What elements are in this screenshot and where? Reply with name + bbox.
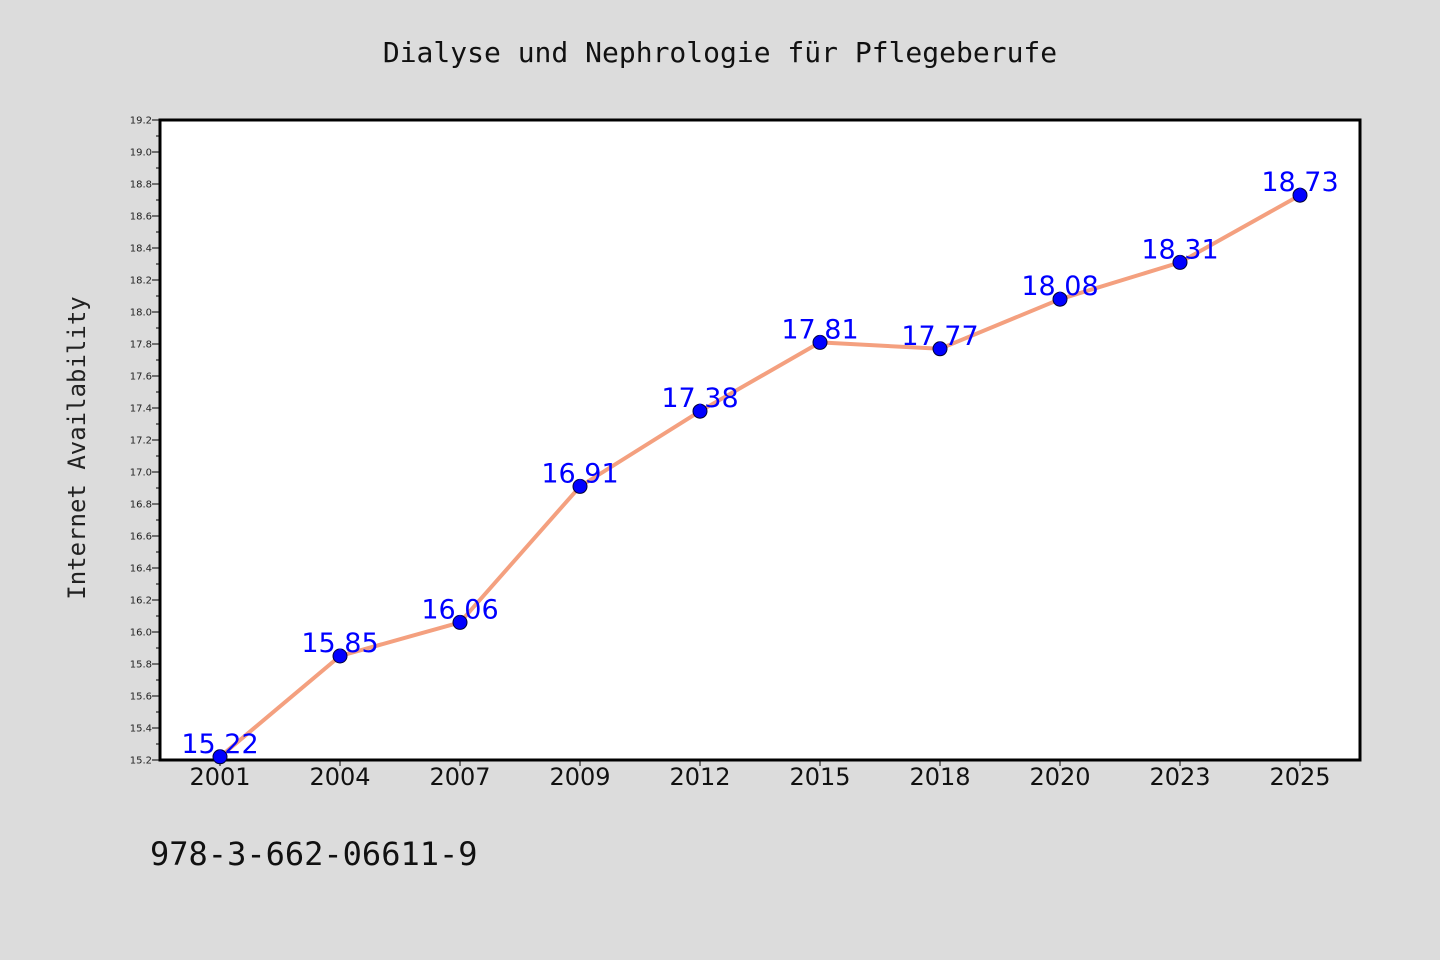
x-tick-label: 2009	[549, 763, 610, 791]
x-tick-label: 2018	[909, 763, 970, 791]
data-label: 17.81	[781, 314, 858, 345]
data-label: 18.31	[1141, 234, 1218, 265]
series-line	[218, 193, 1302, 759]
y-tick-label: 15.6	[130, 692, 152, 703]
y-tick-label: 18.6	[130, 212, 152, 223]
data-label: 18.73	[1261, 167, 1338, 198]
data-point	[452, 614, 468, 630]
y-tick-label: 17.2	[130, 436, 152, 447]
x-tick-label: 2020	[1029, 763, 1090, 791]
x-tick-label: 2004	[309, 763, 370, 791]
plot-area	[158, 118, 1362, 762]
data-point	[332, 648, 348, 664]
data-point	[932, 341, 948, 357]
y-axis-label: Internet Availability	[63, 296, 91, 599]
data-label: 16.91	[541, 458, 618, 489]
y-tick-label: 16.0	[130, 628, 152, 639]
x-tick-label: 2023	[1149, 763, 1210, 791]
y-tick-label: 18.2	[130, 276, 152, 287]
x-tick-label: 2025	[1269, 763, 1330, 791]
x-tick-label: 2015	[789, 763, 850, 791]
data-label: 17.38	[661, 383, 738, 414]
y-tick-label: 19.0	[130, 148, 152, 159]
y-tick-label: 17.4	[130, 404, 152, 415]
y-tick-label: 17.0	[130, 468, 152, 479]
y-tick-label: 18.4	[130, 244, 152, 255]
y-tick-label: 19.2	[130, 116, 152, 127]
x-tick-label: 2001	[189, 763, 250, 791]
x-axis-ticks: 2001 2004 2007 2009 2012 2015 2018 2020 2023 2025	[189, 760, 1331, 791]
y-axis-ticks: 15.2 15.4 15.6 15.8 16.0 16.2 16.4 16.6 16.8 17.0…	[130, 116, 160, 767]
data-point	[212, 749, 228, 765]
data-point	[692, 403, 708, 419]
data-label: 17.77	[901, 321, 978, 352]
data-label: 16.06	[421, 594, 498, 625]
series-layer	[212, 187, 1308, 765]
y-tick-label: 17.8	[130, 340, 152, 351]
x-tick-label: 2007	[429, 763, 490, 791]
y-tick-label: 15.8	[130, 660, 152, 671]
data-point	[812, 334, 828, 350]
data-point	[1052, 291, 1068, 307]
chart-title: Dialyse und Nephrologie für Pflegeberufe	[383, 36, 1057, 69]
y-tick-label: 16.4	[130, 564, 152, 575]
data-point	[1292, 187, 1308, 203]
x-tick-label: 2012	[669, 763, 730, 791]
data-label: 15.22	[181, 729, 258, 760]
y-tick-label: 18.0	[130, 308, 152, 319]
data-label: 15.85	[301, 628, 378, 659]
chart-annotation: 978-3-662-06611-9	[150, 835, 478, 873]
y-tick-label: 18.8	[130, 180, 152, 191]
y-tick-label: 17.6	[130, 372, 152, 383]
y-tick-label: 15.4	[130, 724, 152, 735]
y-tick-label: 16.2	[130, 596, 152, 607]
data-point	[572, 478, 588, 494]
y-tick-label: 16.8	[130, 500, 152, 511]
data-labels-layer: 15.22 15.85 16.06 16.91 17.38 17.81 17.77 18.08…	[181, 167, 1338, 760]
y-tick-label: 15.2	[130, 756, 152, 767]
data-point	[1172, 254, 1188, 270]
y-tick-label: 16.6	[130, 532, 152, 543]
data-label: 18.08	[1021, 271, 1098, 302]
